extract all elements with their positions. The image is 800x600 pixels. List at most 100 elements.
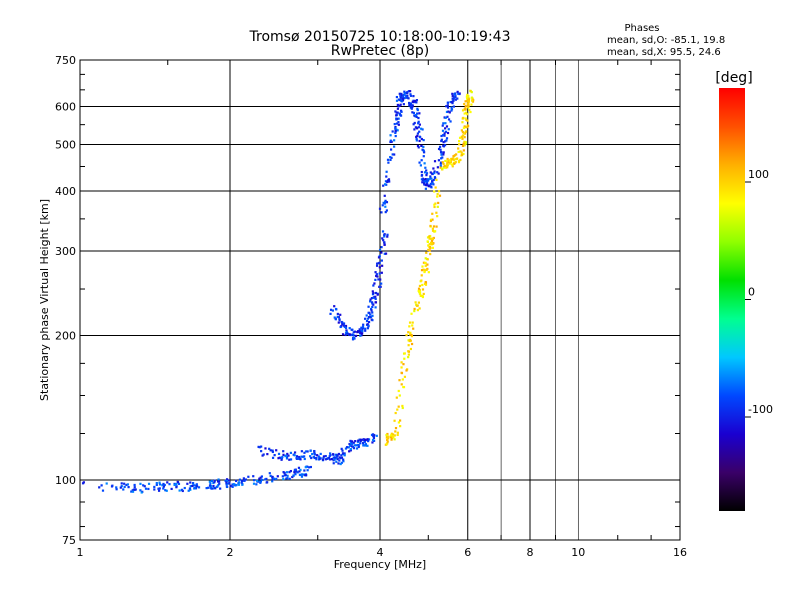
data-point: [441, 124, 444, 127]
data-point: [376, 293, 379, 296]
data-point: [430, 239, 434, 243]
data-point: [288, 471, 291, 474]
data-point: [342, 324, 345, 327]
data-point: [364, 443, 368, 446]
data-point: [374, 271, 377, 274]
data-point: [447, 110, 450, 113]
data-point: [420, 279, 423, 282]
data-point: [424, 166, 427, 169]
data-point: [384, 200, 387, 204]
data-point: [397, 421, 401, 424]
data-point: [461, 121, 464, 124]
data-point: [445, 110, 449, 114]
data-point: [426, 236, 430, 239]
data-point: [125, 483, 128, 487]
data-point: [340, 456, 344, 459]
data-point: [398, 112, 401, 115]
data-point: [377, 256, 381, 259]
data-point: [398, 419, 402, 422]
data-point: [460, 129, 463, 132]
data-point: [383, 233, 386, 237]
data-point: [157, 489, 161, 492]
data-point: [123, 482, 126, 485]
data-point: [384, 183, 387, 186]
data-point: [427, 271, 430, 274]
data-point: [440, 161, 443, 164]
data-point: [289, 451, 292, 454]
data-point: [446, 131, 450, 135]
data-point: [399, 96, 402, 99]
data-point: [100, 484, 103, 487]
data-point: [322, 455, 326, 458]
data-point: [432, 236, 435, 240]
colorbar-ticks: 100 0 -100: [745, 168, 773, 418]
data-point: [359, 331, 362, 335]
data-point: [394, 430, 397, 433]
data-point: [357, 445, 360, 449]
data-point: [153, 488, 156, 491]
data-point: [334, 457, 338, 460]
data-point: [433, 203, 436, 206]
data-point: [402, 97, 405, 100]
data-point: [472, 98, 475, 102]
data-point: [405, 334, 408, 337]
data-point: [252, 479, 256, 482]
data-point: [416, 107, 419, 110]
data-point: [429, 237, 433, 240]
data-point: [451, 97, 454, 100]
data-point: [445, 125, 449, 128]
data-point: [383, 202, 386, 205]
data-point: [386, 438, 389, 442]
data-point: [275, 477, 278, 481]
data-point: [445, 139, 448, 142]
data-point: [296, 471, 299, 474]
data-point: [409, 331, 412, 334]
data-point: [406, 96, 409, 99]
data-point: [338, 317, 341, 321]
data-point: [277, 452, 281, 456]
y-tick-label: 400: [55, 185, 76, 198]
data-point: [398, 92, 401, 95]
data-point: [157, 487, 160, 490]
data-point: [435, 211, 438, 214]
data-point: [436, 195, 439, 198]
data-point: [384, 199, 387, 202]
data-point: [310, 456, 313, 460]
data-point: [369, 313, 372, 316]
data-point: [417, 120, 420, 123]
data-point: [367, 305, 370, 308]
data-point: [422, 139, 425, 142]
data-point: [395, 396, 398, 399]
data-point: [408, 333, 412, 336]
data-point: [393, 434, 396, 437]
data-point: [293, 454, 296, 457]
data-point: [309, 449, 312, 452]
data-point: [431, 181, 434, 184]
data-point: [82, 481, 85, 484]
data-point: [300, 455, 303, 458]
data-point: [388, 180, 391, 183]
data-point: [442, 153, 445, 156]
data-point: [349, 448, 353, 451]
data-point: [297, 466, 301, 469]
data-point: [238, 478, 242, 481]
data-point: [309, 465, 312, 469]
data-point: [161, 484, 164, 487]
data-point: [440, 157, 443, 160]
data-point: [459, 150, 462, 153]
data-point: [119, 486, 122, 489]
data-point: [143, 485, 146, 488]
data-point: [303, 455, 306, 458]
data-point: [429, 175, 432, 178]
data-point: [437, 190, 441, 193]
data-point: [374, 278, 377, 281]
data-point: [367, 438, 371, 441]
data-point: [463, 102, 466, 106]
data-point: [446, 164, 449, 167]
data-point: [231, 483, 234, 486]
data-point: [433, 170, 436, 173]
data-point: [373, 282, 376, 285]
data-point: [191, 484, 194, 488]
data-point: [361, 325, 365, 328]
data-point: [209, 482, 212, 485]
